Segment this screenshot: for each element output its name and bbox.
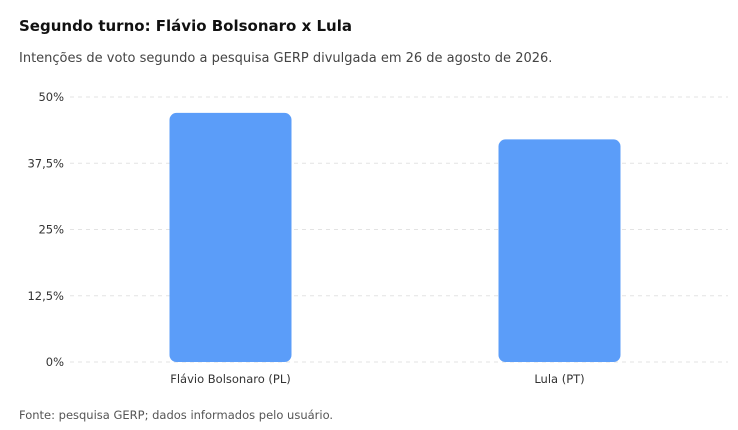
y-axis-ticks: 0% 12,5% 25% 37,5% 50% xyxy=(27,90,64,369)
grid-lines xyxy=(70,96,728,363)
chart-subtitle: Intenções de voto segundo a pesquisa GER… xyxy=(19,51,553,66)
x-tick-label: Lula (PT) xyxy=(534,372,584,386)
y-tick-label: 12,5% xyxy=(27,289,64,303)
chart-title: Segundo turno: Flávio Bolsonaro x Lula xyxy=(19,17,352,35)
x-tick-label: Flávio Bolsonaro (PL) xyxy=(170,372,291,386)
bars xyxy=(169,112,621,363)
y-tick-label: 50% xyxy=(38,90,64,104)
bar xyxy=(169,112,292,363)
y-tick-label: 0% xyxy=(46,355,64,369)
y-tick-label: 25% xyxy=(38,223,64,237)
x-axis-ticks: Flávio Bolsonaro (PL) Lula (PT) xyxy=(170,372,584,386)
bar xyxy=(498,139,621,362)
bar-chart: 0% 12,5% 25% 37,5% 50% Flávio Bolsonaro (PL)… xyxy=(27,90,728,386)
source-note: Fonte: pesquisa GERP; dados informados p… xyxy=(19,408,334,422)
y-tick-label: 37,5% xyxy=(27,156,64,170)
